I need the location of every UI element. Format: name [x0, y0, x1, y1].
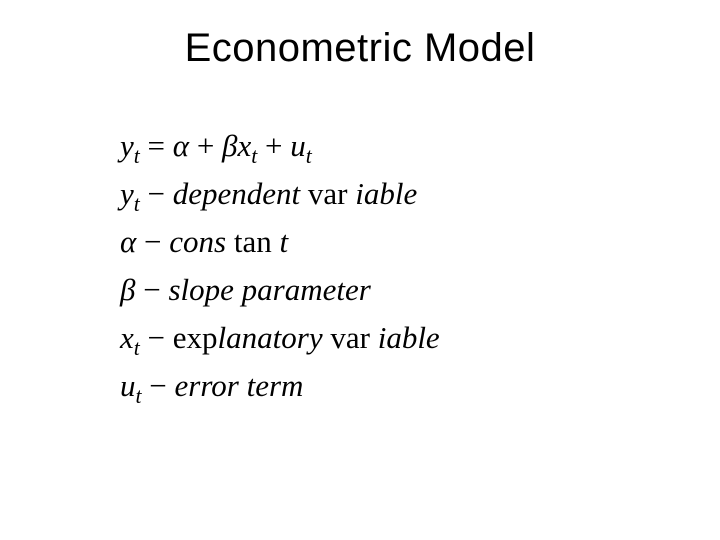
equation-line-6: ut − error term: [120, 362, 440, 410]
equation-line-1: yt = α + βxt + ut: [120, 122, 440, 170]
sub-t: t: [306, 144, 312, 168]
var-y: y: [120, 128, 134, 163]
dash: −: [135, 272, 168, 307]
word: iable: [378, 320, 440, 355]
math-block: yt = α + βxt + ut yt − dependent var iab…: [120, 122, 440, 410]
var-x: x: [238, 128, 252, 163]
var-u: u: [290, 128, 306, 163]
word: var: [308, 176, 348, 211]
alpha: α: [120, 224, 136, 259]
equation-line-5: xt − explanatory var iable: [120, 314, 440, 362]
word: exp: [173, 320, 218, 355]
dash: −: [140, 176, 173, 211]
equation-line-4: β − slope parameter: [120, 266, 440, 314]
alpha: α: [173, 128, 189, 163]
word: iable: [355, 176, 417, 211]
dash: −: [140, 320, 173, 355]
word: tan: [234, 224, 272, 259]
plus: +: [189, 128, 222, 163]
var-x: x: [120, 320, 134, 355]
plus: +: [257, 128, 290, 163]
space: [234, 272, 242, 307]
word: cons: [169, 224, 226, 259]
word: term: [247, 368, 304, 403]
slide: Econometric Model yt = α + βxt + ut yt −…: [0, 0, 720, 540]
word: t: [279, 224, 288, 259]
beta: β: [120, 272, 135, 307]
word: var: [330, 320, 370, 355]
word: error: [175, 368, 239, 403]
equation-line-3: α − cons tan t: [120, 218, 440, 266]
dash: −: [136, 224, 169, 259]
beta: β: [222, 128, 237, 163]
var-y: y: [120, 176, 134, 211]
equals: =: [140, 128, 173, 163]
var-u: u: [120, 368, 136, 403]
dash: −: [142, 368, 175, 403]
word: parameter: [242, 272, 371, 307]
word: dependent: [173, 176, 300, 211]
slide-title: Econometric Model: [0, 26, 720, 71]
space: [226, 224, 234, 259]
equation-line-2: yt − dependent var iable: [120, 170, 440, 218]
space: [239, 368, 247, 403]
space: [300, 176, 308, 211]
word: slope: [168, 272, 233, 307]
space: [370, 320, 378, 355]
word: lanatory: [218, 320, 323, 355]
